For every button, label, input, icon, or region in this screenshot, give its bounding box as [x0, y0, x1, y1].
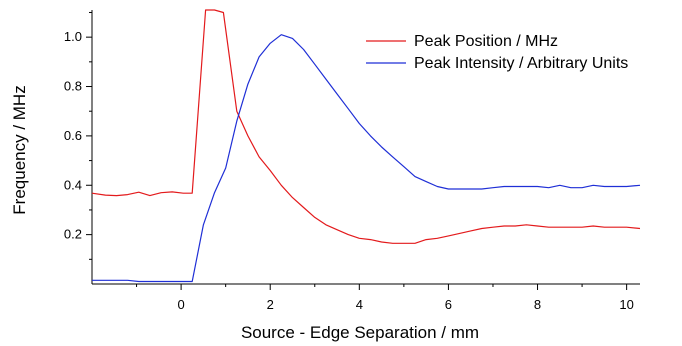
y-tick-label: 0.6 — [64, 128, 82, 143]
y-tick-label: 0.8 — [64, 79, 82, 94]
x-tick-label: 0 — [177, 297, 184, 312]
series-line-peak-position — [91, 9, 641, 244]
x-tick-label: 6 — [445, 297, 452, 312]
legend: Peak Position / MHz Peak Intensity / Arbi… — [366, 33, 628, 72]
series-group — [91, 9, 641, 283]
y-tick-label: 1.0 — [64, 29, 82, 44]
x-tick-label: 8 — [534, 297, 541, 312]
series-line-peak-intensity — [92, 34, 641, 283]
y-tick-label: 0.4 — [64, 177, 82, 192]
legend-label: Peak Intensity / Arbitrary Units — [414, 55, 628, 72]
legend-label: Peak Position / MHz — [414, 33, 558, 50]
x-tick-label: 10 — [619, 297, 633, 312]
axes: 0.2 0.4 0.6 0.8 1.0 0 2 4 6 8 10 — [64, 10, 640, 312]
x-axis-title: Source - Edge Separation / mm — [241, 323, 479, 342]
y-tick-label: 0.2 — [64, 227, 82, 242]
x-tick-label: 4 — [356, 297, 363, 312]
x-tick-label: 2 — [267, 297, 274, 312]
y-axis-title: Frequency / MHz — [10, 85, 29, 214]
